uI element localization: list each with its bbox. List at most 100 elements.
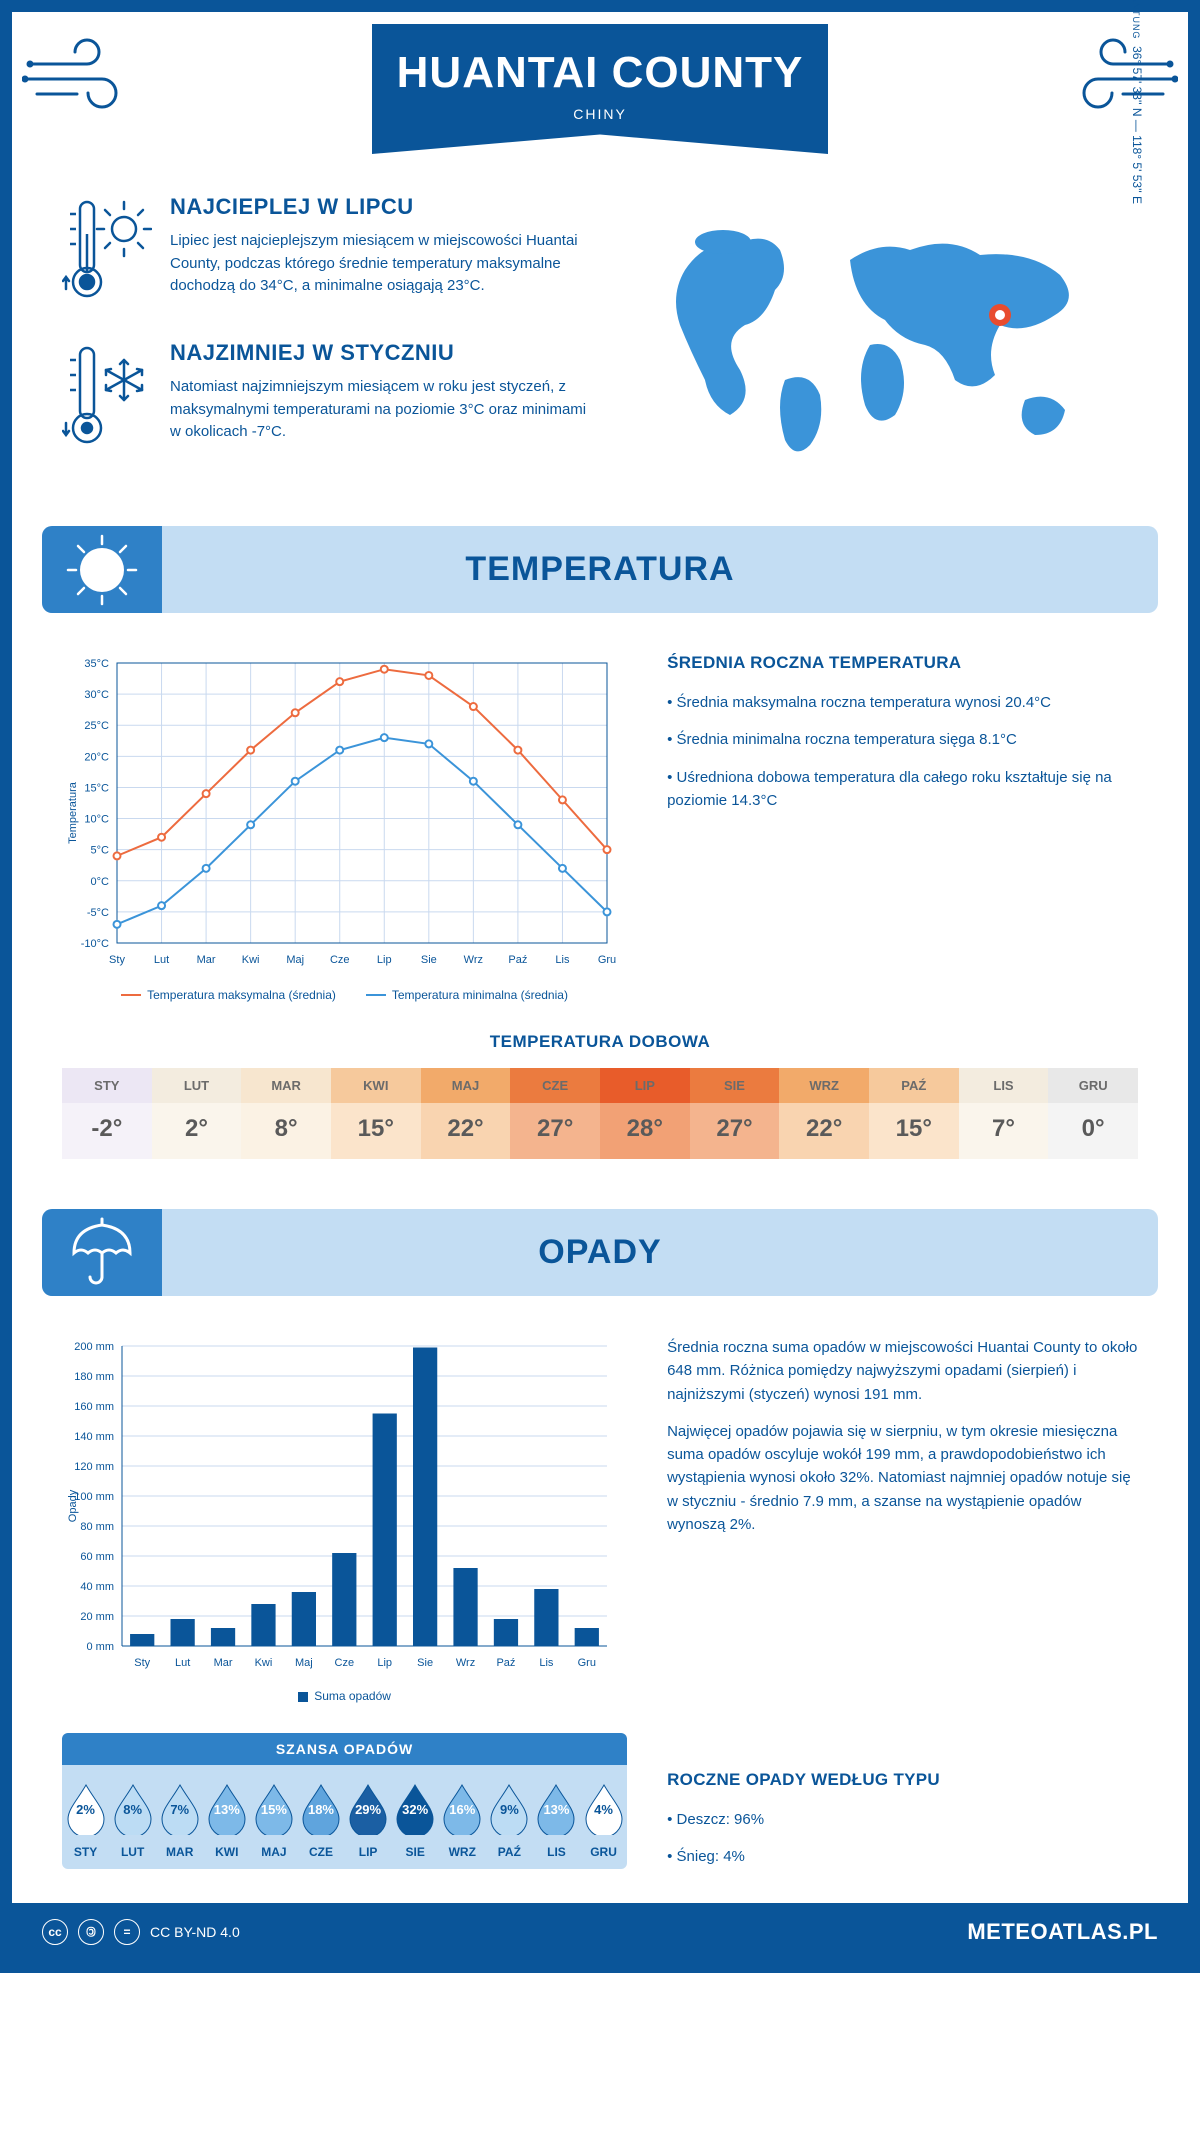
svg-text:Gru: Gru bbox=[578, 1657, 596, 1669]
svg-text:-5°C: -5°C bbox=[87, 907, 109, 919]
daily-temp-title: TEMPERATURA DOBOWA bbox=[62, 1032, 1138, 1052]
header-banner: HUANTAI COUNTY CHINY bbox=[372, 24, 828, 154]
coldest-text: Natomiast najzimniejszym miesiącem w rok… bbox=[170, 376, 593, 444]
coordinates-label: SZANTUNG 36° 57' 33'' N — 118° 5' 53'' E bbox=[1130, 0, 1144, 204]
nd-icon: = bbox=[114, 1919, 140, 1945]
hottest-text: Lipiec jest najcieplejszym miesiącem w m… bbox=[170, 230, 593, 298]
precip-type-b2: • Śnieg: 4% bbox=[667, 1845, 1138, 1868]
svg-text:Wrz: Wrz bbox=[456, 1657, 475, 1669]
svg-text:15°C: 15°C bbox=[84, 782, 109, 794]
thermometer-sun-icon bbox=[62, 194, 152, 304]
svg-text:10°C: 10°C bbox=[84, 814, 109, 826]
daily-temp-cell: MAJ22° bbox=[421, 1068, 511, 1159]
hottest-block: NAJCIEPLEJ W LIPCU Lipiec jest najcieple… bbox=[62, 194, 593, 304]
daily-temp-cell: GRU0° bbox=[1048, 1068, 1138, 1159]
rain-chance-cell: 18% CZE bbox=[297, 1775, 344, 1859]
wind-icon-left bbox=[12, 24, 152, 124]
svg-text:180 mm: 180 mm bbox=[74, 1371, 114, 1383]
thermometer-snow-icon bbox=[62, 340, 152, 450]
svg-text:140 mm: 140 mm bbox=[74, 1431, 114, 1443]
svg-text:35°C: 35°C bbox=[84, 658, 109, 670]
by-icon: 🄯 bbox=[78, 1919, 104, 1945]
daily-temp-cell: WRZ22° bbox=[779, 1068, 869, 1159]
daily-temp-cell: STY-2° bbox=[62, 1068, 152, 1159]
svg-text:Cze: Cze bbox=[335, 1657, 355, 1669]
temperature-heading: TEMPERATURA bbox=[62, 550, 1138, 589]
precip-type-b1: • Deszcz: 96% bbox=[667, 1808, 1138, 1831]
precip-type-title: ROCZNE OPADY WEDŁUG TYPU bbox=[667, 1770, 1138, 1790]
svg-text:Maj: Maj bbox=[286, 954, 304, 966]
svg-text:Lut: Lut bbox=[175, 1657, 190, 1669]
svg-text:Paź: Paź bbox=[508, 954, 527, 966]
rain-chance-title: SZANSA OPADÓW bbox=[62, 1733, 627, 1765]
precipitation-banner: OPADY bbox=[42, 1209, 1158, 1296]
svg-text:Kwi: Kwi bbox=[255, 1657, 273, 1669]
temperature-chart: -10°C-5°C0°C5°C10°C15°C20°C25°C30°C35°CS… bbox=[62, 653, 627, 1002]
rain-chance-cell: 13% KWI bbox=[203, 1775, 250, 1859]
rain-chance-cell: 29% LIP bbox=[345, 1775, 392, 1859]
world-map-icon bbox=[655, 210, 1115, 470]
daily-temp-cell: SIE27° bbox=[690, 1068, 780, 1159]
license-text: CC BY-ND 4.0 bbox=[150, 1924, 240, 1940]
daily-temp-cell: LUT2° bbox=[152, 1068, 242, 1159]
wind-icon-right bbox=[1048, 24, 1188, 124]
svg-text:60 mm: 60 mm bbox=[80, 1551, 114, 1563]
temperature-annual-text: ŚREDNIA ROCZNA TEMPERATURA • Średnia mak… bbox=[667, 653, 1138, 1002]
coldest-title: NAJZIMNIEJ W STYCZNIU bbox=[170, 340, 593, 366]
svg-text:Paź: Paź bbox=[496, 1657, 515, 1669]
svg-text:Kwi: Kwi bbox=[242, 954, 260, 966]
precipitation-body: 0 mm20 mm40 mm60 mm80 mm100 mm120 mm140 … bbox=[12, 1326, 1188, 1903]
svg-text:Wrz: Wrz bbox=[464, 954, 483, 966]
precipitation-chart: 0 mm20 mm40 mm60 mm80 mm100 mm120 mm140 … bbox=[62, 1336, 627, 1883]
precipitation-legend: Suma opadów bbox=[62, 1689, 627, 1703]
svg-text:160 mm: 160 mm bbox=[74, 1401, 114, 1413]
svg-text:Sie: Sie bbox=[421, 954, 437, 966]
footer: cc 🄯 = CC BY-ND 4.0 METEOATLAS.PL bbox=[12, 1903, 1188, 1961]
svg-text:20°C: 20°C bbox=[84, 751, 109, 763]
country-subtitle: CHINY bbox=[392, 106, 808, 122]
svg-text:30°C: 30°C bbox=[84, 689, 109, 701]
precipitation-text: Średnia roczna suma opadów w miejscowośc… bbox=[667, 1336, 1138, 1883]
rain-chance-cell: 4% GRU bbox=[580, 1775, 627, 1859]
rain-chance-cell: 7% MAR bbox=[156, 1775, 203, 1859]
svg-text:Mar: Mar bbox=[214, 1657, 233, 1669]
rain-chance-cell: 2% STY bbox=[62, 1775, 109, 1859]
svg-text:Lis: Lis bbox=[539, 1657, 554, 1669]
svg-text:Sie: Sie bbox=[417, 1657, 433, 1669]
svg-text:Temperatura: Temperatura bbox=[67, 781, 79, 844]
sun-badge-icon bbox=[42, 526, 162, 613]
daily-temp-cell: KWI15° bbox=[331, 1068, 421, 1159]
intro-section: NAJCIEPLEJ W LIPCU Lipiec jest najcieple… bbox=[12, 154, 1188, 516]
daily-temperature-section: TEMPERATURA DOBOWA STY-2°LUT2°MAR8°KWI15… bbox=[12, 1022, 1188, 1199]
svg-text:Maj: Maj bbox=[295, 1657, 313, 1669]
world-map-column: SZANTUNG 36° 57' 33'' N — 118° 5' 53'' E bbox=[633, 194, 1138, 486]
infographic-frame: HUANTAI COUNTY CHINY NAJCIEPLEJ W LIPCU … bbox=[0, 0, 1200, 1973]
umbrella-badge-icon bbox=[42, 1209, 162, 1296]
daily-temp-cell: MAR8° bbox=[241, 1068, 331, 1159]
svg-text:Cze: Cze bbox=[330, 954, 350, 966]
annual-temp-b1: • Średnia maksymalna roczna temperatura … bbox=[667, 691, 1138, 714]
hottest-title: NAJCIEPLEJ W LIPCU bbox=[170, 194, 593, 220]
annual-temp-title: ŚREDNIA ROCZNA TEMPERATURA bbox=[667, 653, 1138, 673]
precip-p1: Średnia roczna suma opadów w miejscowośc… bbox=[667, 1336, 1138, 1406]
cc-icon: cc bbox=[42, 1919, 68, 1945]
header-row: HUANTAI COUNTY CHINY bbox=[12, 12, 1188, 154]
svg-text:Mar: Mar bbox=[197, 954, 216, 966]
temperature-body: -10°C-5°C0°C5°C10°C15°C20°C25°C30°C35°CS… bbox=[12, 643, 1188, 1022]
precip-p2: Najwięcej opadów pojawia się w sierpniu,… bbox=[667, 1420, 1138, 1536]
svg-text:5°C: 5°C bbox=[91, 845, 110, 857]
annual-temp-b2: • Średnia minimalna roczna temperatura s… bbox=[667, 728, 1138, 751]
rain-chance-panel: SZANSA OPADÓW 2% STY 8% LUT 7% MAR 13% K… bbox=[62, 1733, 627, 1869]
svg-text:200 mm: 200 mm bbox=[74, 1341, 114, 1353]
svg-text:Lis: Lis bbox=[555, 954, 570, 966]
temperature-banner: TEMPERATURA bbox=[42, 526, 1158, 613]
svg-text:Lip: Lip bbox=[377, 954, 392, 966]
svg-text:Sty: Sty bbox=[134, 1657, 150, 1669]
svg-text:0 mm: 0 mm bbox=[87, 1641, 115, 1653]
svg-text:25°C: 25°C bbox=[84, 720, 109, 732]
annual-temp-b3: • Uśredniona dobowa temperatura dla całe… bbox=[667, 766, 1138, 813]
svg-text:Opady: Opady bbox=[67, 1489, 79, 1522]
daily-temp-grid: STY-2°LUT2°MAR8°KWI15°MAJ22°CZE27°LIP28°… bbox=[62, 1068, 1138, 1159]
svg-text:0°C: 0°C bbox=[91, 876, 110, 888]
svg-text:Lip: Lip bbox=[377, 1657, 392, 1669]
